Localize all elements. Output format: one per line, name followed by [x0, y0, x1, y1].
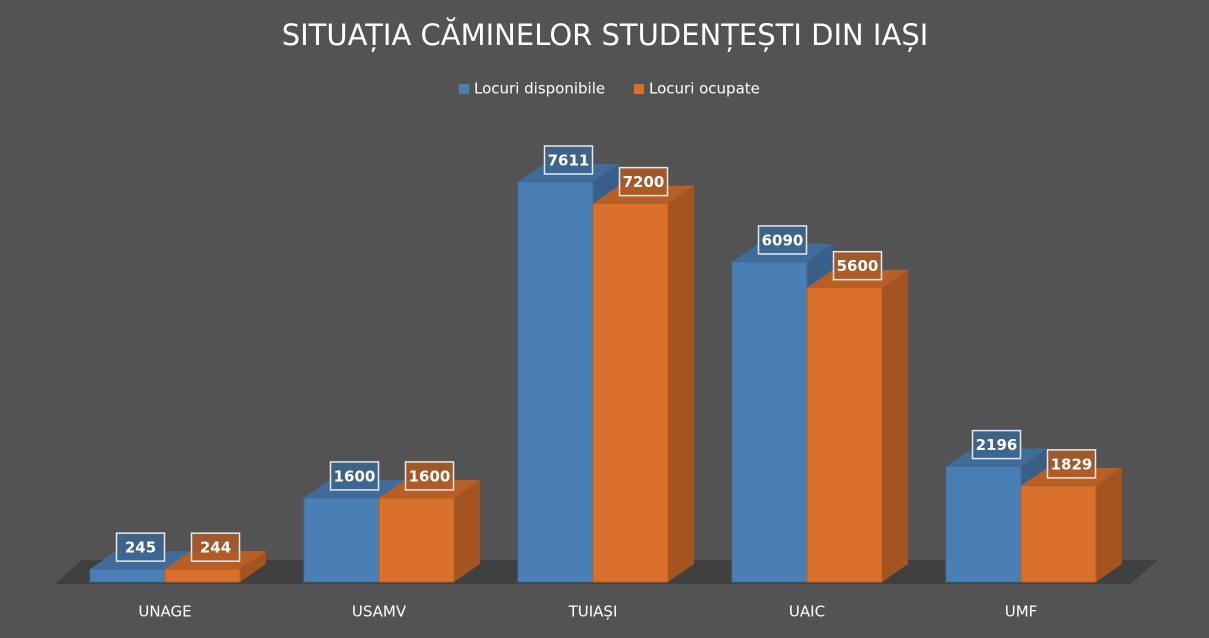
data-label-box: [757, 225, 808, 255]
data-label-box: [971, 429, 1022, 460]
data-label: 5600: [837, 257, 879, 275]
bar-front: [806, 287, 883, 583]
bar: [1020, 467, 1122, 583]
x-tick-label: UAIC: [789, 603, 825, 621]
bar-front: [592, 203, 669, 583]
data-label: 1829: [1051, 455, 1093, 473]
x-tick-label: UMF: [1005, 603, 1038, 621]
bar-front: [945, 466, 1022, 583]
data-label: 244: [200, 539, 231, 557]
bar-side: [240, 551, 266, 582]
data-label-box: [190, 532, 241, 562]
data-label: 7611: [548, 152, 590, 170]
data-label-box: [115, 532, 166, 562]
data-label-box: [618, 166, 669, 197]
legend-label: Locuri ocupate: [649, 80, 760, 98]
data-label-box: [543, 145, 594, 175]
bar-side: [454, 479, 480, 582]
data-label-box: [404, 461, 455, 491]
data-label: 1600: [409, 467, 451, 485]
bar-side: [882, 269, 908, 582]
data-label: 7200: [623, 173, 665, 191]
bar: [806, 269, 908, 583]
bar-front: [1020, 485, 1097, 583]
legend-swatch: [634, 84, 644, 94]
data-label-box: [832, 250, 883, 281]
bar-side: [668, 185, 694, 582]
bar: [378, 479, 480, 583]
x-tick-label: UNAGE: [138, 603, 191, 621]
data-label: 6090: [762, 231, 804, 249]
bar: [592, 185, 694, 583]
data-label: 245: [125, 539, 156, 557]
x-tick-label: TUIAȘI: [568, 603, 618, 621]
legend-label: Locuri disponibile: [474, 80, 605, 98]
bar-front: [517, 181, 594, 583]
data-label-box: [329, 461, 380, 491]
bar-front: [378, 497, 455, 583]
data-label-box: [1046, 449, 1097, 479]
chart-title: SITUAȚIA CĂMINELOR STUDENȚEȘTI DIN IAȘI: [282, 18, 929, 52]
x-tick-label: USAMV: [352, 603, 407, 621]
bar-side: [1096, 467, 1122, 582]
legend-swatch: [459, 84, 469, 94]
data-label: 2196: [976, 436, 1018, 454]
bar-front: [303, 497, 380, 583]
bar-front: [164, 568, 241, 583]
bar-front: [89, 568, 166, 583]
data-label: 1600: [334, 467, 376, 485]
bar-front: [731, 261, 808, 583]
